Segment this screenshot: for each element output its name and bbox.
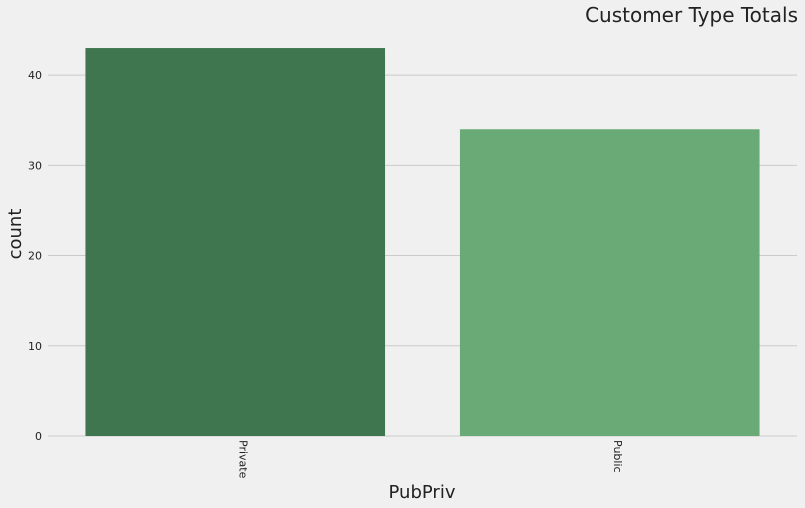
bar-private	[85, 48, 386, 437]
y-tick-label: 40	[28, 69, 42, 82]
y-tick-label: 10	[28, 340, 42, 353]
bar-public	[459, 129, 760, 436]
x-axis-label: PubPriv	[389, 482, 456, 503]
x-tick-labels: Private Public	[236, 440, 624, 479]
chart-title: Customer Type Totals	[585, 3, 798, 27]
y-tick-label: 20	[28, 250, 42, 263]
y-tick-label: 0	[35, 430, 42, 443]
bars	[85, 48, 760, 437]
x-tick-label: Private	[236, 440, 249, 479]
x-tick-label: Public	[611, 440, 624, 473]
y-tick-labels: 0 10 20 30 40	[28, 69, 42, 443]
y-tick-label: 30	[28, 159, 42, 172]
y-axis-label: count	[5, 209, 26, 260]
